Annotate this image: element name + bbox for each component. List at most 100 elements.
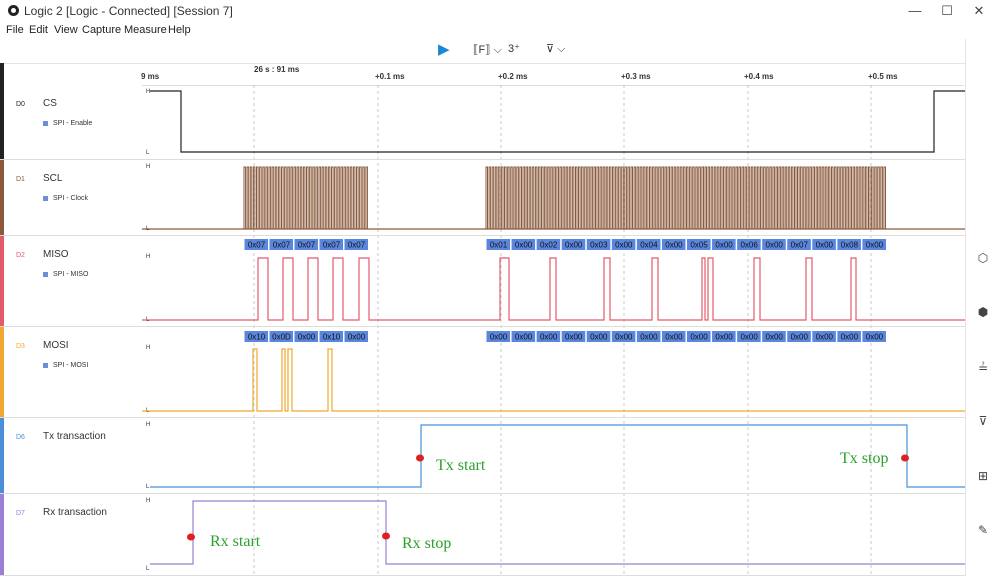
mosi-byte-box (762, 331, 786, 342)
channel-number: D2 (16, 252, 25, 259)
menu-measure[interactable]: Measure (124, 24, 167, 36)
extensions-icon[interactable]: ⊞ (977, 469, 989, 483)
tick-label: +0.5 ms (868, 72, 898, 81)
mosi-byte-box (561, 331, 586, 342)
channel-area: D0 CS SPI - Enable D1 SCL SPI - Clock D2… (0, 85, 965, 576)
mosi-waveform (142, 348, 965, 412)
miso-byte-text: 0x01 (490, 241, 508, 250)
waveform-canvas[interactable]: HLHLHLHLHLHL0x070x070x070x070x070x010x00… (0, 85, 965, 576)
mosi-byte-box (812, 331, 836, 342)
miso-byte-box (511, 239, 536, 250)
close-button[interactable]: ✕ (973, 3, 985, 18)
level-low-label: L (146, 566, 150, 572)
analyzer-name: SPI - Clock (53, 195, 89, 202)
miso-byte-text: 0x08 (841, 241, 859, 250)
annotation-marker-dot (382, 532, 390, 540)
channel-color-strip (0, 160, 4, 235)
channel-name: Rx transaction (43, 507, 107, 518)
menu-help[interactable]: Help (168, 24, 191, 36)
analyzers-icon[interactable]: ⬡ (977, 251, 989, 265)
mosi-byte-text: 0x00 (715, 333, 733, 342)
annotation-marker-dot (416, 454, 424, 462)
miso-byte-text: 0x00 (715, 241, 733, 250)
mosi-byte-text: 0x00 (816, 333, 834, 342)
miso-byte-text: 0x00 (866, 241, 884, 250)
channel-number: D0 (16, 101, 25, 108)
annotation-rx-start: Rx start (210, 533, 261, 550)
channel-label-d7[interactable]: D7 Rx transaction (0, 494, 142, 576)
rx-waveform (150, 500, 965, 565)
channel-number: D3 (16, 343, 25, 350)
level-low-label: L (146, 484, 150, 490)
menu-capture[interactable]: Capture (82, 24, 122, 36)
miso-byte-text: 0x02 (540, 241, 558, 250)
miso-byte-text: 0x07 (791, 241, 809, 250)
miso-byte-box (636, 239, 661, 250)
window-title: Logic 2 [Logic - Connected] [Session 7] (24, 4, 233, 18)
channel-number: D6 (16, 434, 25, 441)
tick-label: 9 ms (141, 72, 160, 81)
play-button[interactable]: ▶ (438, 41, 450, 58)
annotation-marker-dot (187, 533, 195, 541)
timeline-ruler[interactable]: 26 s : 91 ms 9 ms +0.1 ms +0.2 ms +0.3 m… (141, 63, 964, 86)
channel-color-strip (0, 418, 4, 493)
miso-byte-text: 0x07 (248, 241, 266, 250)
measurements-icon[interactable]: ≟ (977, 361, 989, 375)
miso-waveform (142, 257, 965, 321)
level-high-label: H (146, 498, 150, 504)
annotation-rx-stop: Rx stop (402, 535, 451, 552)
channel-label-d2[interactable]: D2 MISO SPI - MISO (0, 236, 142, 327)
menu-file[interactable]: File (6, 24, 24, 36)
channel-label-d1[interactable]: D1 SCL SPI - Clock (0, 160, 142, 236)
miso-byte-box (862, 239, 886, 250)
mosi-byte-text: 0x00 (298, 333, 316, 342)
analyzer-name: SPI - MOSI (53, 362, 89, 369)
maximize-button[interactable]: ☐ (941, 3, 953, 18)
analyzer-bullet-icon (43, 363, 48, 368)
miso-byte-text: 0x06 (740, 241, 758, 250)
mosi-byte-box (536, 331, 561, 342)
minimize-button[interactable]: — (908, 3, 922, 18)
mosi-byte-text: 0x00 (565, 333, 583, 342)
menu-view[interactable]: View (54, 24, 78, 36)
channel-color-strip (0, 494, 4, 575)
channel-name: MISO (43, 249, 69, 260)
mosi-byte-text: 0x00 (540, 333, 558, 342)
mosi-byte-text: 0x00 (615, 333, 633, 342)
cursor-time-label: 26 s : 91 ms (254, 65, 300, 74)
miso-byte-box (269, 239, 293, 250)
menu-bar: File Edit View Capture Measure Help (0, 22, 999, 39)
channel-label-d3[interactable]: D3 MOSI SPI - MOSI (0, 327, 142, 418)
channel-label-d0[interactable]: D0 CS SPI - Enable (0, 85, 142, 160)
mosi-byte-box (244, 331, 268, 342)
miso-byte-box (244, 239, 268, 250)
miso-byte-box (294, 239, 318, 250)
channel-name: SCL (43, 173, 63, 184)
mosi-byte-text: 0x00 (590, 333, 608, 342)
miso-byte-box (737, 239, 761, 250)
mosi-byte-text: 0x0D (272, 333, 291, 342)
mosi-byte-text: 0x00 (490, 333, 508, 342)
analyzer-bullet-icon (43, 196, 48, 201)
mosi-byte-text: 0x00 (866, 333, 884, 342)
measure-button[interactable]: 3⁺ (508, 43, 520, 55)
tick-label: +0.1 ms (375, 72, 405, 81)
right-sidebar: ⬡ ⬢ ≟ ⊽ ⊞ ✎ (965, 39, 999, 576)
miso-byte-box (837, 239, 861, 250)
mosi-byte-box (511, 331, 536, 342)
channel-color-strip (0, 85, 4, 159)
marker-dropdown[interactable]: ⊽ ⌵ (546, 43, 566, 55)
markers-icon[interactable]: ⊽ (978, 414, 988, 428)
level-high-label: H (146, 254, 150, 260)
miso-byte-box (712, 239, 736, 250)
channel-label-d6[interactable]: D6 Tx transaction (0, 418, 142, 494)
miso-byte-box (762, 239, 786, 250)
menu-edit[interactable]: Edit (29, 24, 48, 36)
channel-name: MOSI (43, 340, 69, 351)
level-high-label: H (146, 422, 150, 428)
scl-clock-burst (485, 166, 886, 229)
trigger-dropdown[interactable]: ⟦F⟧ ⌵ (473, 44, 503, 56)
notes-icon[interactable]: ✎ (977, 523, 989, 537)
trigger-panel-icon[interactable]: ⬢ (977, 305, 989, 319)
miso-byte-text: 0x07 (323, 241, 341, 250)
